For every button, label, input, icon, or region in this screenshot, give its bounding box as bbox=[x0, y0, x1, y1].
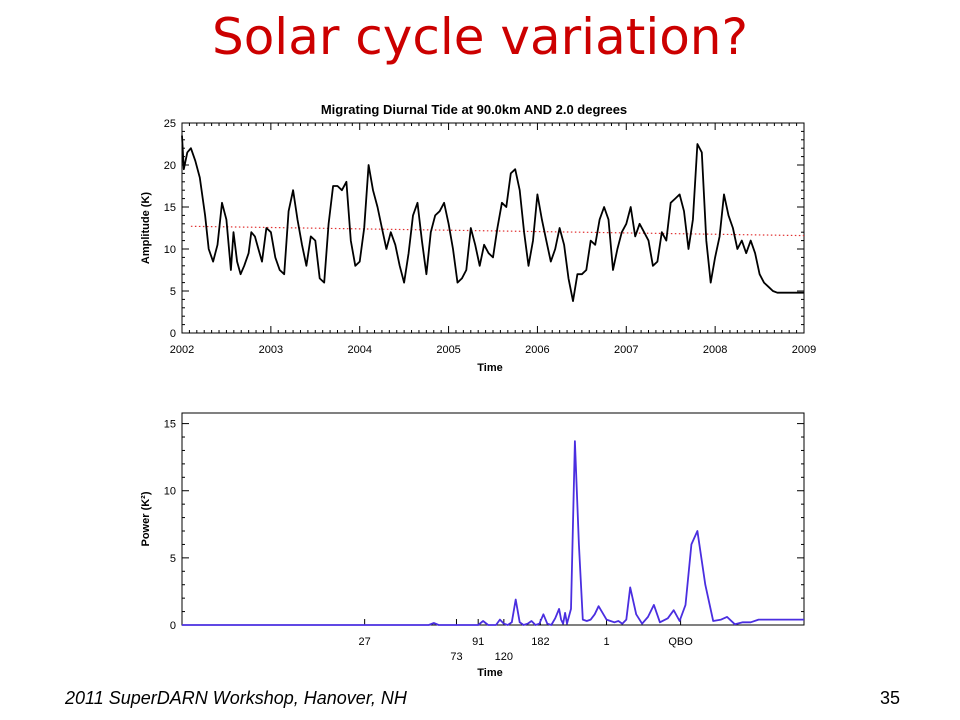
power-series-line bbox=[182, 440, 804, 626]
amplitude-x-axis: 2002 2003 2004 2005 2006 2007 2008 2009 bbox=[170, 123, 816, 356]
x-tick-label: 91 bbox=[472, 636, 484, 648]
y-tick-label: 5 bbox=[170, 286, 176, 298]
y-tick-label: 0 bbox=[170, 328, 176, 340]
power-x-label: Time bbox=[477, 667, 502, 679]
footer-text: 2011 SuperDARN Workshop, Hanover, NH bbox=[65, 688, 407, 708]
y-tick-label: 10 bbox=[164, 486, 176, 498]
x-tick-label: 2004 bbox=[347, 344, 371, 356]
amplitude-series-line bbox=[181, 135, 804, 302]
power-chart: 0 5 10 15 27 91 182 1 QBO 73 120 Time Power (K²) bbox=[140, 412, 805, 679]
y-tick-label: 15 bbox=[164, 202, 176, 214]
amplitude-y-label: Amplitude (K) bbox=[140, 192, 152, 264]
x-tick-label: 2009 bbox=[792, 344, 816, 356]
power-plot-frame bbox=[181, 412, 805, 626]
x-tick-label: 120 bbox=[495, 651, 513, 663]
y-tick-label: 20 bbox=[164, 160, 176, 172]
power-y-label: Power (K²) bbox=[140, 491, 152, 546]
x-tick-label: 2007 bbox=[614, 344, 638, 356]
page-number: 35 bbox=[880, 688, 901, 708]
x-tick-label: 2005 bbox=[436, 344, 460, 356]
amplitude-chart: Migrating Diurnal Tide at 90.0km AND 2.0… bbox=[140, 102, 816, 374]
amplitude-x-label: Time bbox=[477, 362, 502, 374]
power-y-axis: 0 5 10 15 bbox=[164, 419, 804, 632]
y-tick-label: 25 bbox=[164, 118, 176, 130]
amplitude-y-axis: 0 5 10 15 20 25 bbox=[164, 118, 804, 340]
y-tick-label: 10 bbox=[164, 244, 176, 256]
x-tick-label: QBO bbox=[668, 636, 693, 648]
x-tick-label: 27 bbox=[359, 636, 371, 648]
x-tick-label: 1 bbox=[603, 636, 609, 648]
y-tick-label: 5 bbox=[170, 553, 176, 565]
x-tick-label: 2006 bbox=[525, 344, 549, 356]
x-tick-label: 182 bbox=[531, 636, 549, 648]
x-tick-label: 2003 bbox=[259, 344, 283, 356]
x-tick-label: 2002 bbox=[170, 344, 194, 356]
power-x-axis: 27 91 182 1 QBO 73 120 bbox=[359, 619, 693, 663]
y-tick-label: 15 bbox=[164, 419, 176, 431]
slide-title: Solar cycle variation? bbox=[211, 8, 749, 66]
x-tick-label: 73 bbox=[450, 651, 462, 663]
amplitude-chart-title: Migrating Diurnal Tide at 90.0km AND 2.0… bbox=[321, 102, 627, 117]
x-tick-label: 2008 bbox=[703, 344, 727, 356]
y-tick-label: 0 bbox=[170, 620, 176, 632]
